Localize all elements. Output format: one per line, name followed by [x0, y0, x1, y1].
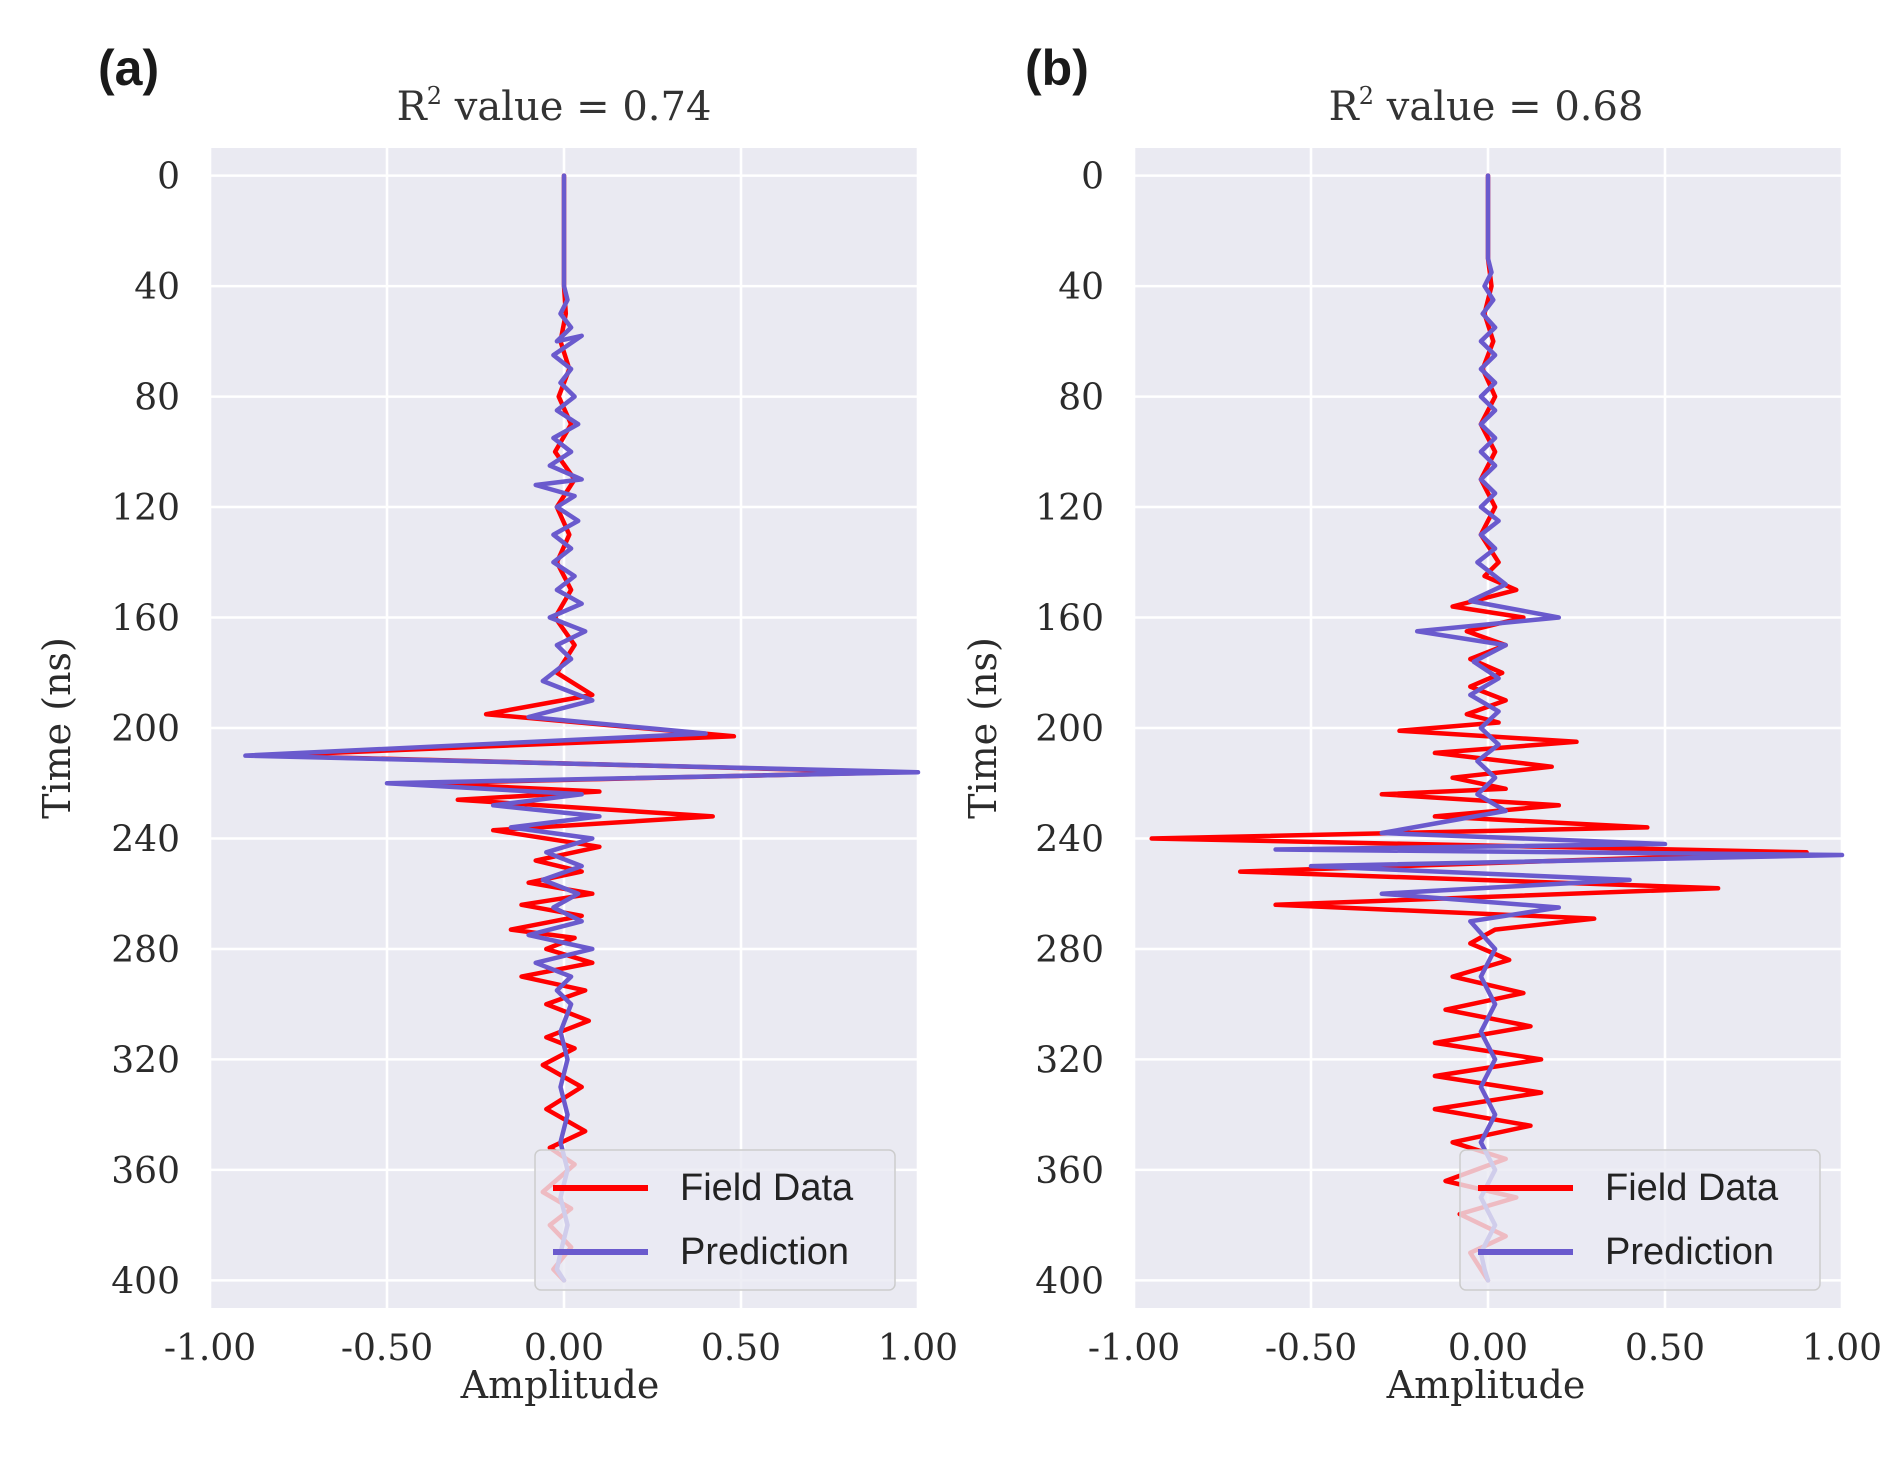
panel-b-x-label: Amplitude	[1386, 1363, 1586, 1407]
panel-b-y-ticks: 0 40 80 120 160 200 240 280 320 360 400	[1035, 157, 1104, 1303]
panel-a-y-tick-label: 120	[111, 488, 180, 529]
panel-a: (a) R2 value = 0.74 -1.00 -0.50 0.00 0.50 1.…	[35, 40, 958, 1407]
panel-b-x-tick-label: -0.50	[1265, 1328, 1357, 1369]
panel-a-title-sup: 2	[427, 82, 442, 110]
panel-b-legend-field-label: Field Data	[1605, 1167, 1779, 1209]
panel-b-y-tick-label: 240	[1035, 819, 1104, 860]
panel-a-y-tick-label: 240	[111, 819, 180, 860]
panel-b-label: (b)	[1025, 40, 1089, 96]
panel-b-y-tick-label: 200	[1035, 709, 1104, 750]
panel-a-y-tick-label: 160	[111, 599, 180, 640]
panel-b-title: R2 value = 0.68	[1329, 82, 1644, 130]
panel-a-y-ticks: 0 40 80 120 160 200 240 280 320 360 400	[111, 157, 180, 1303]
panel-b-x-tick-label: 0.00	[1448, 1328, 1528, 1369]
panel-b-series-prediction-line	[1273, 173, 1845, 1283]
panel-b-y-tick-label: 160	[1035, 599, 1104, 640]
panel-a-y-tick-label: 80	[134, 378, 180, 419]
panel-a-title-suffix: value = 0.74	[442, 84, 711, 130]
panel-a-y-tick-label: 360	[111, 1151, 180, 1192]
panel-a-y-tick-label: 0	[157, 157, 180, 198]
panel-b-y-tick-label: 320	[1035, 1040, 1104, 1081]
panel-a-x-tick-label: 1.00	[878, 1328, 958, 1369]
panel-a-y-tick-label: 400	[111, 1261, 180, 1302]
panel-b-title-sup: 2	[1359, 82, 1374, 110]
panel-a-legend: Field Data Prediction	[534, 1149, 896, 1291]
panel-b-y-tick-label: 400	[1035, 1261, 1104, 1302]
panel-b-y-tick-label: 360	[1035, 1151, 1104, 1192]
panel-a-x-tick-label: 0.00	[524, 1328, 604, 1369]
panel-b-series-field-data-line	[1149, 173, 1809, 1283]
panel-a-y-tick-label: 320	[111, 1040, 180, 1081]
panel-a-series	[243, 173, 921, 1283]
panel-a-y-tick-label: 280	[111, 930, 180, 971]
panel-b-y-tick-label: 0	[1081, 157, 1104, 198]
panel-a-x-tick-label: -0.50	[341, 1328, 433, 1369]
panel-a-y-tick-label: 200	[111, 709, 180, 750]
panel-b-title-suffix: value = 0.68	[1374, 84, 1643, 130]
panel-b-y-tick-label: 80	[1058, 378, 1104, 419]
panel-b-legend-prediction-label: Prediction	[1605, 1231, 1774, 1273]
panel-b-y-tick-label: 120	[1035, 488, 1104, 529]
panel-a-title: R2 value = 0.74	[397, 82, 712, 130]
panel-a-x-label: Amplitude	[460, 1363, 660, 1407]
panel-b-x-tick-label: 1.00	[1802, 1328, 1882, 1369]
panel-b-legend: Field Data Prediction	[1459, 1149, 1821, 1291]
panel-a-x-tick-label: -1.00	[164, 1328, 256, 1369]
panel-b-x-tick-label: -1.00	[1088, 1328, 1180, 1369]
panel-b-y-tick-label: 40	[1058, 267, 1104, 308]
panel-b-x-tick-label: 0.50	[1625, 1328, 1705, 1369]
panel-a-legend-prediction-label: Prediction	[680, 1231, 849, 1273]
panel-b-y-tick-label: 280	[1035, 930, 1104, 971]
panel-a-label: (a)	[98, 40, 159, 96]
panel-a-y-tick-label: 40	[134, 267, 180, 308]
panel-a-legend-field-label: Field Data	[680, 1167, 854, 1209]
panel-a-x-tick-label: 0.50	[701, 1328, 781, 1369]
panel-a-series-prediction-line	[243, 173, 921, 1283]
panel-b-y-label: Time (ns)	[961, 637, 1005, 819]
panel-a-title-prefix: R	[397, 84, 429, 130]
panel-a-y-label: Time (ns)	[35, 637, 79, 819]
panel-b-series	[1149, 173, 1845, 1283]
panel-b: (b) R2 value = 0.68 -1.00 -0.50 0.00 0.50 1.…	[961, 40, 1882, 1407]
panel-a-x-ticks: -1.00 -0.50 0.00 0.50 1.00	[164, 1328, 958, 1369]
panel-b-x-ticks: -1.00 -0.50 0.00 0.50 1.00	[1088, 1328, 1882, 1369]
panel-b-title-prefix: R	[1329, 84, 1361, 130]
